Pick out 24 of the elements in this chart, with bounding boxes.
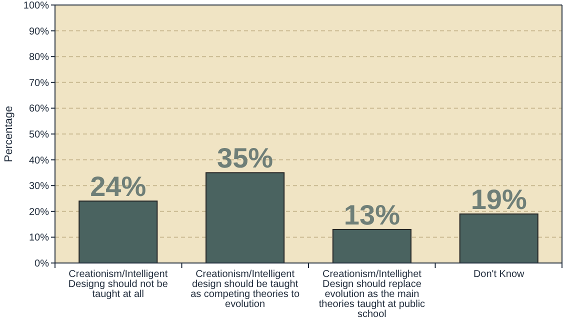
y-tick-label: 70% [28,78,50,89]
y-tick-label: 10% [28,232,50,244]
data-label: 24% [90,171,146,202]
y-tick-label: 0% [34,258,50,270]
y-tick-label: 60% [28,104,50,115]
y-tick-label: 20% [28,206,50,218]
y-tick-label: 90% [28,26,50,38]
bar [332,228,412,264]
x-tick-label: Creationism/Intelligent Designg should not be taught at all [68,269,168,300]
y-tick-label: 30% [28,181,50,192]
y-tick-label: 40% [28,155,50,166]
x-tick-label: Creationism/Intellighet Design should replace evolution as the main theories taught at public school [318,269,426,320]
y-tick-label: 100% [23,0,50,12]
data-label: 19% [470,184,527,215]
bar [78,200,158,264]
y-tick-label: 50% [28,130,50,140]
bar [459,213,538,264]
x-tick-label: Creationism/Intelligent design should be taught as competing theories to evolution [190,269,300,310]
bar [206,172,285,264]
x-tick-label: Don't Know [473,269,526,280]
y-tick-label: 80% [28,52,50,64]
data-label: 13% [344,199,400,230]
data-label: 35% [217,142,274,174]
y-axis-title: Percentage [3,106,15,162]
